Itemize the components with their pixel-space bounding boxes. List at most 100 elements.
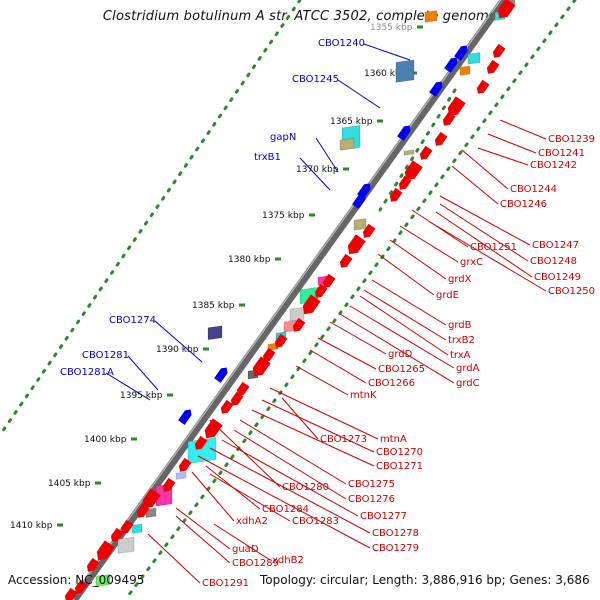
reverse-leader-22	[281, 397, 319, 440]
reverse-leader-11	[389, 239, 447, 280]
reverse-gene-label-22: CBO1273	[320, 434, 367, 445]
gene-box-12	[353, 217, 367, 231]
reverse-leader-26	[239, 419, 347, 485]
gene-box-24	[131, 523, 143, 535]
forward-leader-1	[337, 79, 381, 109]
topology-text: Topology: circular; Length: 3,886,916 bp…	[260, 573, 590, 587]
reverse-gene-arrow-30	[120, 519, 134, 534]
scale-label-7: 1390 kbp	[156, 345, 199, 355]
forward-leader-5	[127, 355, 159, 391]
reverse-gene-label-11: grdX	[448, 274, 472, 285]
reverse-leader-23	[269, 387, 379, 440]
forward-leader-2	[315, 137, 339, 173]
reverse-gene-label-31: CBO1280	[282, 482, 329, 493]
reverse-leader-3	[461, 149, 509, 190]
reverse-leader-36	[213, 523, 271, 561]
reverse-gene-arrow-3	[476, 79, 490, 94]
reverse-gene-label-38: CBO1291	[202, 578, 249, 589]
gene-box-26	[95, 573, 111, 588]
forward-gene-label-0: CBO1240	[318, 38, 365, 49]
reverse-gene-arrow-26	[178, 457, 192, 472]
reverse-gene-arrow-28	[142, 488, 161, 509]
reverse-gene-arrow-5	[442, 111, 456, 126]
gene-box-21	[175, 471, 187, 480]
reverse-gene-arrow-32	[96, 540, 115, 561]
reverse-gene-arrow-9	[398, 175, 412, 190]
reverse-gene-label-16: grdA	[456, 363, 480, 374]
reverse-gene-arrow-0	[497, 0, 516, 19]
reverse-gene-arrow-8	[404, 160, 423, 181]
reverse-leader-13	[371, 279, 447, 326]
accession-text: Accession: NC_009495	[8, 573, 145, 587]
reverse-gene-label-25: CBO1271	[376, 461, 423, 472]
forward-gene-arrow-0	[454, 45, 468, 61]
gene-box-3	[339, 137, 355, 151]
scale-label-4: 1375 kbp	[262, 211, 305, 221]
reverse-leader-1	[487, 133, 537, 154]
reverse-leader-21	[295, 365, 349, 396]
reverse-gene-label-18: grdD	[388, 349, 413, 360]
reverse-leader-7	[435, 211, 533, 278]
reverse-gene-arrow-31	[110, 527, 124, 542]
reverse-gene-label-8: CBO1250	[548, 286, 595, 297]
reverse-gene-label-34: CBO1283	[292, 516, 339, 527]
middle-dotted-ring	[378, 88, 457, 212]
reverse-gene-label-35: guaD	[232, 544, 259, 555]
reverse-gene-label-24: CBO1270	[376, 447, 423, 458]
reverse-leader-18	[329, 321, 387, 355]
forward-gene-label-2: gapN	[270, 132, 296, 143]
forward-gene-arrow-6	[214, 367, 228, 383]
forward-gene-label-5: CBO1281	[82, 350, 129, 361]
reverse-gene-arrow-25	[194, 435, 208, 450]
reverse-gene-arrow-20	[252, 356, 271, 377]
reverse-gene-label-30: CBO1279	[372, 543, 419, 554]
reverse-gene-arrow-27	[162, 477, 176, 492]
forward-gene-label-1: CBO1245	[292, 74, 339, 85]
reverse-gene-arrow-35	[64, 587, 78, 600]
reverse-leader-38	[147, 533, 201, 584]
reverse-gene-arrow-34	[74, 579, 88, 594]
reverse-gene-arrow-7	[419, 145, 433, 160]
reverse-leader-4	[451, 165, 499, 205]
reverse-gene-arrow-15	[314, 283, 328, 298]
reverse-gene-label-7: CBO1249	[534, 272, 581, 283]
reverse-gene-label-10: grxC	[460, 257, 483, 268]
reverse-gene-arrow-21	[236, 381, 250, 396]
reverse-gene-label-9: CBO1251	[470, 242, 517, 253]
reverse-gene-label-21: mtnK	[350, 390, 377, 401]
reverse-gene-arrow-4	[447, 96, 466, 117]
reverse-leader-25	[251, 409, 375, 467]
reverse-leader-31	[209, 419, 281, 488]
reverse-leader-6	[439, 203, 529, 262]
reverse-gene-arrow-23	[220, 399, 234, 414]
reverse-leader-29	[209, 447, 371, 534]
forward-leader-3	[299, 157, 331, 191]
reverse-gene-arrow-10	[389, 187, 403, 202]
reverse-gene-label-33: xdhA2	[236, 516, 268, 527]
reverse-gene-label-13: grdB	[448, 320, 472, 331]
reverse-leader-35	[175, 507, 231, 550]
scale-label-9: 1400 kbp	[84, 435, 127, 445]
reverse-gene-arrow-17	[292, 317, 306, 332]
reverse-gene-label-12: grdE	[436, 290, 459, 301]
reverse-gene-arrow-11	[362, 223, 376, 238]
reverse-leader-24	[261, 399, 375, 453]
gene-box-1	[395, 59, 415, 83]
gene-box-0	[424, 10, 438, 23]
forward-gene-label-6: CBO1281A	[60, 367, 114, 378]
reverse-gene-arrow-6	[434, 131, 448, 146]
reverse-leader-19	[317, 337, 377, 370]
reverse-gene-arrow-14	[322, 273, 336, 288]
gene-box-11	[403, 149, 415, 156]
reverse-gene-label-20: CBO1266	[368, 378, 415, 389]
forward-gene-label-3: trxB1	[254, 152, 281, 163]
forward-leader-6	[105, 372, 151, 401]
forward-gene-arrow-3	[397, 125, 411, 141]
scale-label-8: 1395 kbp	[120, 391, 163, 401]
reverse-gene-label-17: grdC	[456, 378, 480, 389]
reverse-gene-label-5: CBO1247	[532, 240, 579, 251]
forward-leader-4	[154, 320, 203, 363]
gene-box-4	[207, 325, 223, 341]
